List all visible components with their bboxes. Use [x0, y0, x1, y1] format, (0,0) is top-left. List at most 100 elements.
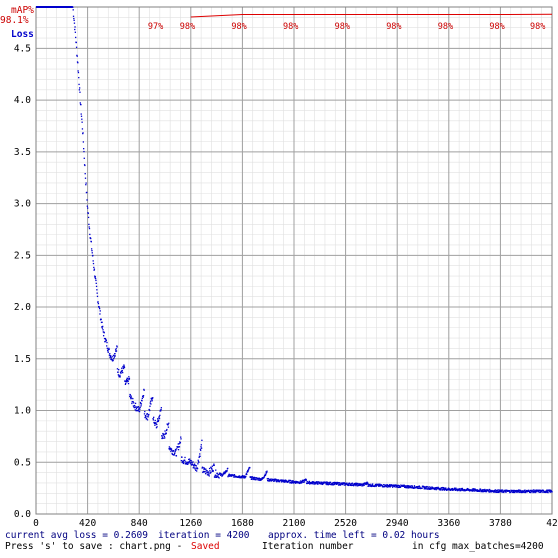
loss-point [454, 487, 456, 490]
loss-point [138, 407, 140, 409]
loss-point [505, 491, 507, 493]
loss-point [151, 399, 153, 401]
loss-point [329, 481, 332, 484]
loss-point [75, 41, 77, 44]
loss-point [90, 237, 92, 240]
loss-point [233, 476, 235, 478]
loss-point [141, 400, 143, 402]
loss-point [356, 482, 358, 484]
loss-point [83, 150, 85, 153]
loss-point [425, 486, 427, 488]
loss-point [296, 481, 299, 483]
loss-point [130, 395, 132, 397]
loss-point [220, 473, 223, 475]
loss-point [335, 482, 337, 484]
loss-point [423, 487, 426, 489]
loss-point [247, 470, 249, 473]
loss-point [483, 490, 485, 493]
loss-point [547, 491, 549, 494]
loss-point [94, 277, 96, 279]
loss-point [243, 477, 245, 479]
loss-point [192, 467, 194, 469]
loss-point [106, 345, 108, 347]
loss-point [354, 483, 356, 485]
loss-point [170, 448, 173, 450]
loss-point [95, 285, 98, 288]
loss-point [417, 486, 419, 489]
loss-point [318, 481, 321, 483]
loss-point [478, 490, 481, 492]
loss-point [505, 490, 507, 493]
loss-point [183, 461, 185, 463]
loss-point [152, 418, 154, 420]
loss-point [207, 474, 210, 476]
loss-point [331, 483, 334, 485]
loss-point [175, 455, 178, 457]
loss-point [303, 479, 305, 482]
loss-point [377, 483, 379, 485]
loss-point [211, 469, 213, 471]
loss-point [266, 478, 268, 480]
loss-point [308, 480, 311, 483]
loss-point [361, 485, 363, 487]
loss-point [508, 490, 511, 492]
loss-point [190, 461, 192, 464]
loss-point [312, 483, 314, 485]
loss-point [331, 484, 333, 486]
loss-point [169, 449, 171, 451]
loss-point [277, 479, 280, 482]
loss-point [72, 6, 74, 8]
loss-point [413, 487, 415, 489]
loss-point [366, 483, 369, 485]
loss-point [149, 402, 151, 404]
loss-point [216, 472, 218, 474]
loss-point [256, 477, 258, 479]
loss-point [222, 474, 224, 476]
loss-point [380, 484, 383, 486]
loss-point [404, 486, 407, 489]
loss-point [251, 476, 254, 478]
loss-point [152, 419, 155, 421]
loss-point [228, 474, 231, 476]
loss-point [213, 463, 215, 465]
loss-point [459, 489, 462, 492]
loss-point [498, 491, 500, 493]
x-tick-label: 1680 [231, 518, 254, 529]
loss-point [302, 481, 305, 483]
loss-point [199, 455, 201, 457]
loss-point [157, 420, 159, 423]
loss-point [344, 482, 346, 485]
loss-point [501, 491, 503, 493]
loss-point [103, 337, 106, 340]
loss-point [531, 489, 533, 491]
loss-point [427, 486, 430, 488]
loss-point [80, 115, 83, 117]
loss-point [204, 471, 206, 473]
loss-point [350, 483, 352, 485]
loss-point [123, 364, 125, 366]
loss-point [130, 397, 133, 399]
loss-point [93, 268, 96, 270]
loss-point [224, 472, 226, 475]
loss-point [458, 488, 461, 490]
loss-point [512, 489, 514, 492]
loss-point [423, 488, 425, 490]
loss-point [75, 46, 78, 48]
loss-point [257, 477, 260, 480]
loss-point [513, 491, 516, 494]
loss-point [497, 489, 499, 491]
loss-point [77, 62, 79, 64]
loss-point [351, 482, 354, 484]
loss-point [77, 71, 80, 74]
loss-point [427, 486, 429, 488]
loss-point [365, 482, 368, 485]
map-value-label: 98% [530, 22, 545, 32]
loss-point [158, 417, 161, 420]
loss-point [362, 485, 364, 487]
loss-point [114, 349, 117, 351]
loss-point [101, 321, 103, 323]
loss-point [126, 378, 128, 381]
map-series [36, 6, 553, 18]
loss-point [153, 422, 156, 425]
loss-point [270, 478, 272, 480]
